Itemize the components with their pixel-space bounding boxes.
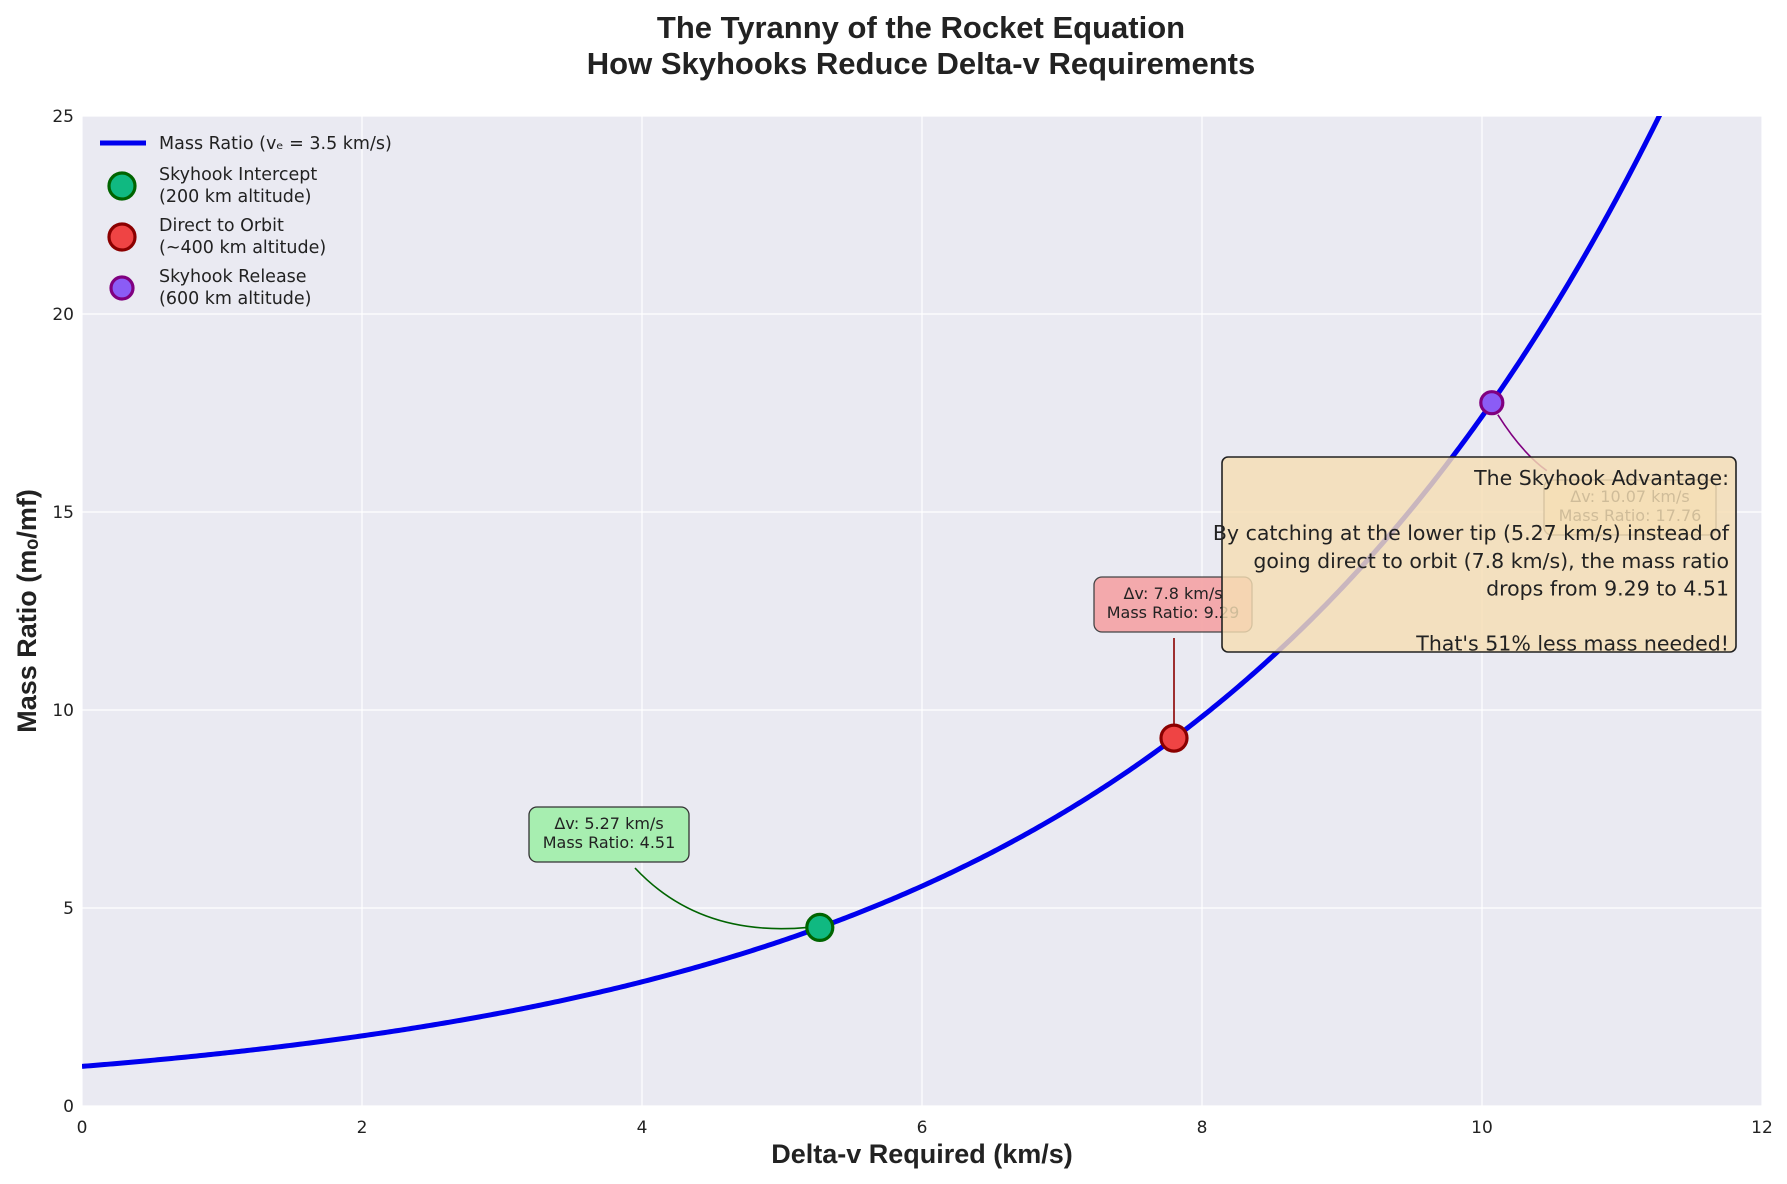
x-tick-label: 12 [1751,1118,1773,1138]
y-tick-label: 25 [52,107,74,127]
legend-marker-swatch [107,222,137,252]
x-tick-label: 8 [1197,1118,1208,1138]
annotation-label: Δv: 7.8 km/s Mass Ratio: 9.29 [1107,584,1240,622]
annotation-connector [634,867,808,930]
legend-entry-label: Skyhook Intercept (200 km altitude) [159,165,317,207]
data-point-marker [1159,723,1189,753]
legend-marker-swatch [107,171,137,201]
data-point-marker [805,912,835,943]
annotation-box [528,806,690,863]
y-tick-label: 20 [52,305,74,325]
legend-marker-swatch [109,275,135,301]
mass-ratio-curve [82,116,1663,1069]
skyhook-advantage-text: The Skyhook Advantage: By catching at th… [1213,466,1730,656]
legend-entry-label: Direct to Orbit (~400 km altitude) [159,216,326,258]
y-axis-label: Mass Ratio (mₒ/mf) [12,489,42,733]
legend-entry-label: Mass Ratio (vₑ = 3.5 km/s) [159,134,392,154]
x-tick-label: 0 [77,1118,88,1138]
x-tick-label: 4 [637,1118,648,1138]
y-tick-label: 10 [52,701,74,721]
y-tick-label: 0 [63,1097,74,1117]
data-point-marker [1479,390,1505,416]
x-tick-label: 6 [917,1118,928,1138]
x-tick-label: 10 [1471,1118,1493,1138]
x-axis-label: Delta-v Required (km/s) [771,1139,1073,1169]
skyhook-advantage-box [1221,456,1737,653]
axis-ticks: 0 2 4 6 8 10 12 0 5 10 15 20 25 [52,107,1772,1138]
y-tick-label: 5 [63,899,74,919]
chart-title-line-1: The Tyranny of the Rocket Equation [657,10,1185,45]
legend-entry-label: Skyhook Release (600 km altitude) [159,267,312,309]
x-tick-label: 2 [357,1118,368,1138]
annotation-label: Δv: 5.27 km/s Mass Ratio: 4.51 [543,814,676,852]
chart-title-line-2: How Skyhooks Reduce Delta-v Requirements [587,46,1255,81]
y-tick-label: 15 [52,503,74,523]
